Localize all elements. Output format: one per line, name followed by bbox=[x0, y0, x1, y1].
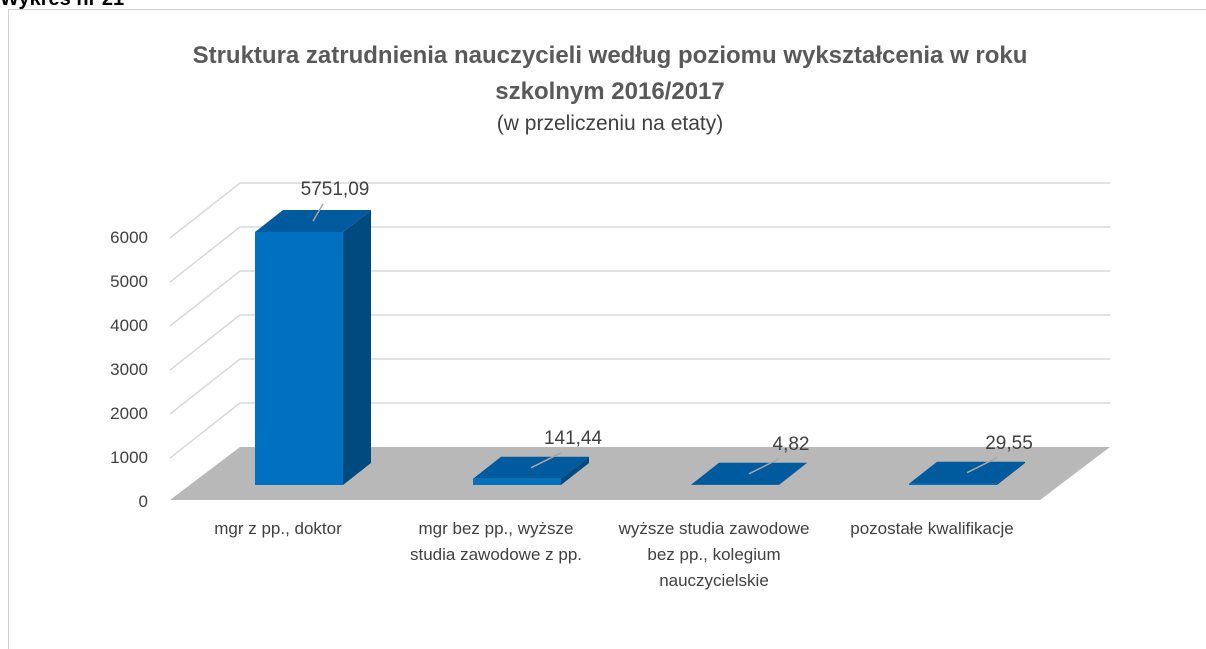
value-label: 29,55 bbox=[985, 432, 1033, 454]
grid-line bbox=[169, 226, 1110, 283]
bar-side bbox=[343, 209, 371, 486]
y-tick-label: 5000 bbox=[110, 272, 148, 291]
value-label: 141,44 bbox=[543, 427, 603, 449]
bar-front bbox=[473, 478, 561, 485]
y-tick-label: 3000 bbox=[110, 360, 148, 379]
floor bbox=[170, 447, 1110, 500]
chart-title: Struktura zatrudnienia nauczycieli wedłu… bbox=[192, 42, 1028, 105]
y-tick-label: 4000 bbox=[110, 316, 148, 335]
x-tick-label: wyższe studia zawodowe bez pp., kolegium… bbox=[618, 519, 810, 590]
chart-subtitle: (w przeliczeniu na etaty) bbox=[496, 112, 724, 135]
bar-front bbox=[255, 231, 343, 485]
grid-line bbox=[169, 402, 1110, 459]
y-tick-label: 1000 bbox=[110, 448, 148, 467]
x-tick-label: mgr bez pp., wyższe studia zawodowe z pp… bbox=[410, 519, 582, 564]
y-tick-label: 6000 bbox=[110, 228, 148, 247]
value-label: 4,82 bbox=[772, 433, 810, 455]
leader-line bbox=[748, 458, 780, 475]
heading: Wykres nr 21 bbox=[0, 0, 124, 11]
leader-line bbox=[312, 203, 324, 222]
y-tick-label: 2000 bbox=[110, 404, 148, 423]
grid-line bbox=[169, 358, 1110, 415]
leader-line bbox=[966, 457, 998, 474]
grid-line bbox=[169, 182, 1110, 239]
y-tick-label: 0 bbox=[138, 492, 148, 511]
value-label: 5751,09 bbox=[300, 178, 370, 200]
bar-side bbox=[561, 456, 589, 485]
chart-frame bbox=[8, 9, 1206, 649]
x-tick-label: mgr z pp., doktor bbox=[214, 519, 342, 538]
bar-side bbox=[997, 461, 1025, 485]
grid-line bbox=[169, 270, 1110, 327]
x-tick-label: pozostałe kwalifikacje bbox=[850, 519, 1014, 538]
bar-side bbox=[779, 462, 807, 485]
grid-line bbox=[169, 314, 1110, 371]
leader-line bbox=[530, 452, 562, 469]
bar-front bbox=[909, 483, 997, 485]
